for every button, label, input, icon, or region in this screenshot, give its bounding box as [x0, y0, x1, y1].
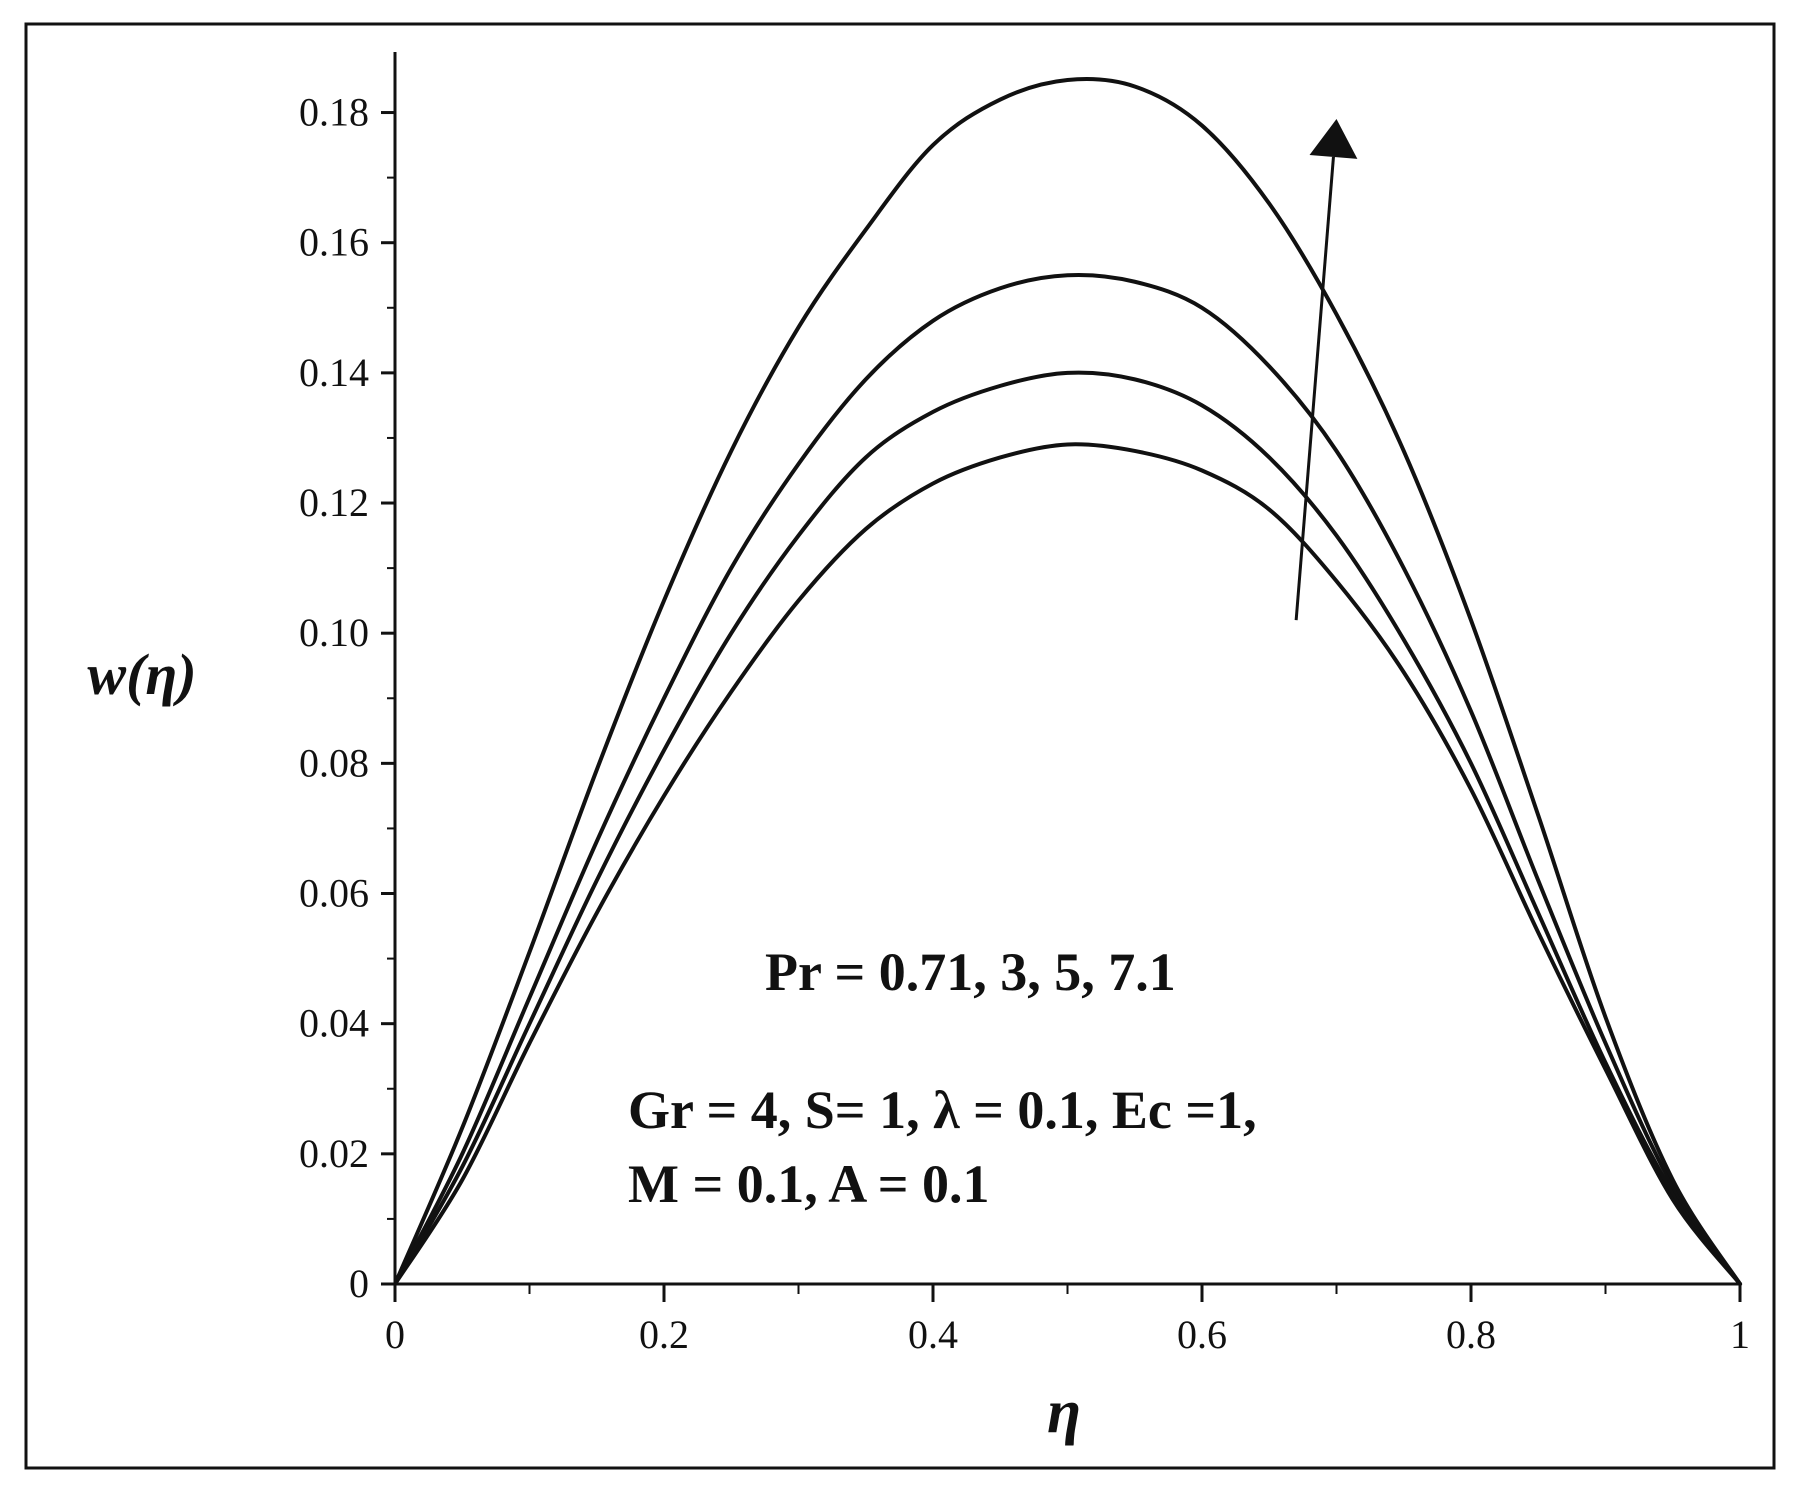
y-tick-label: 0.06 [299, 871, 369, 916]
y-tick-label: 0.16 [299, 220, 369, 265]
series-line-4 [393, 77, 1742, 1286]
y-tick-label: 0.14 [299, 350, 369, 395]
tick-labels: 0 0.02 0.04 0.06 0.08 0.10 0.12 0.14 0.16 0.18 0 0.… [299, 90, 1750, 1357]
arrow-head [1309, 119, 1358, 159]
ticks [381, 111, 1742, 1302]
y-tick-label: 0.10 [299, 610, 369, 655]
series-lines [393, 77, 1742, 1286]
increase-arrow [1294, 119, 1358, 621]
x-tick-label: 0.2 [639, 1312, 689, 1357]
x-tick-label: 0.6 [1177, 1312, 1227, 1357]
y-tick-label: 0.12 [299, 480, 369, 525]
x-axis-title: η [1047, 1378, 1081, 1446]
series-line-2 [393, 370, 1742, 1286]
y-tick-label: 0 [349, 1261, 369, 1306]
y-tick-label: 0.04 [299, 1001, 369, 1046]
x-tick-label: 0.4 [908, 1312, 958, 1357]
figure-frame [24, 22, 1776, 1470]
y-tick-label: 0.18 [299, 90, 369, 135]
arrow-shaft [1294, 156, 1335, 621]
pr-values-annotation: Pr = 0.71, 3, 5, 7.1 [765, 942, 1176, 1002]
y-tick-label: 0.08 [299, 740, 369, 785]
x-tick-label: 1 [1730, 1312, 1750, 1357]
parameters-annotation-line2: M = 0.1, A = 0.1 [628, 1154, 990, 1214]
parameters-annotation-line1: Gr = 4, S= 1, λ = 0.1, Ec =1, [628, 1080, 1257, 1140]
y-axis-title: w(η) [87, 642, 196, 707]
x-tick-label: 0.8 [1446, 1312, 1496, 1357]
y-tick-label: 0.02 [299, 1131, 369, 1176]
series-line-3 [393, 273, 1742, 1286]
series-line-1 [393, 442, 1742, 1286]
x-tick-label: 0 [385, 1312, 405, 1357]
